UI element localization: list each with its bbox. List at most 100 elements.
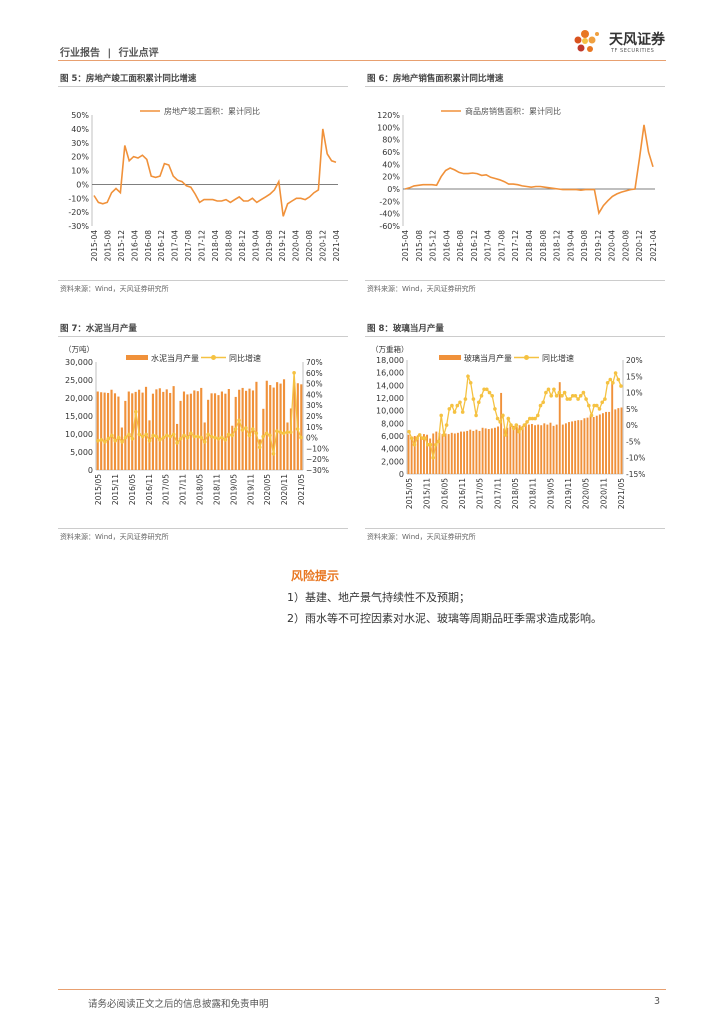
bar bbox=[196, 391, 199, 470]
growth-point bbox=[171, 432, 176, 437]
line-chart-xtick: 2017-12 bbox=[198, 230, 207, 262]
combo-chart-xtick: 2019/05 bbox=[546, 478, 555, 509]
bar bbox=[463, 431, 466, 474]
line-chart-xtick: 2015-08 bbox=[415, 230, 424, 262]
bar bbox=[179, 400, 182, 470]
combo-chart-xtick: 2020/05 bbox=[263, 474, 272, 505]
figure-8-source: 资料来源：Wind，天风证券研究所 bbox=[367, 533, 476, 541]
bar bbox=[407, 434, 410, 474]
line-chart-ytick: 20% bbox=[71, 153, 89, 162]
growth-point bbox=[213, 435, 217, 440]
growth-point bbox=[479, 394, 484, 398]
combo-chart-y2tick: 60% bbox=[306, 369, 323, 378]
growth-point bbox=[428, 442, 433, 447]
combo-chart-ytick: 6,000 bbox=[381, 432, 404, 441]
bar bbox=[583, 418, 586, 474]
legend-line-label: 同比增速 bbox=[229, 353, 261, 363]
legend-label: 房地产竣工面积：累计同比 bbox=[164, 106, 260, 116]
figure-6-source: 资料来源：Wind，天风证券研究所 bbox=[367, 285, 476, 293]
growth-point bbox=[120, 440, 124, 444]
growth-point bbox=[206, 432, 210, 437]
bar bbox=[453, 433, 456, 474]
growth-point bbox=[196, 434, 200, 439]
growth-point bbox=[237, 418, 241, 423]
growth-point bbox=[493, 407, 497, 411]
growth-point bbox=[130, 436, 135, 441]
figure-6-divider bbox=[365, 86, 665, 87]
bar bbox=[605, 411, 607, 474]
footer-divider bbox=[58, 989, 666, 990]
growth-point bbox=[137, 432, 142, 437]
line-chart-ytick: -10% bbox=[68, 194, 89, 203]
combo-chart-xtick: 2019/11 bbox=[246, 474, 255, 505]
bar bbox=[617, 408, 620, 474]
combo-chart-xtick: 2017/11 bbox=[179, 474, 188, 505]
unit-label: （万重箱） bbox=[371, 344, 409, 354]
company-logo: 天风证券 TF SECURITIES bbox=[571, 26, 671, 62]
line-chart-xtick: 2016-12 bbox=[470, 230, 479, 262]
bar bbox=[155, 389, 158, 470]
line-chart-xtick: 2017-04 bbox=[171, 230, 180, 262]
growth-point bbox=[161, 435, 166, 440]
growth-point bbox=[199, 435, 203, 440]
growth-point bbox=[592, 403, 596, 408]
bar bbox=[300, 384, 303, 470]
bar bbox=[255, 381, 258, 470]
line-chart-ytick: 40% bbox=[71, 125, 89, 134]
growth-point bbox=[536, 413, 540, 418]
combo-chart-ytick: 0 bbox=[399, 470, 404, 479]
line-chart-xtick: 2017-08 bbox=[184, 230, 193, 262]
combo-chart-ytick: 15,000 bbox=[65, 412, 93, 421]
line-chart-xtick: 2018-08 bbox=[224, 230, 233, 262]
bar bbox=[592, 417, 595, 474]
bar bbox=[478, 430, 481, 474]
bar bbox=[117, 396, 120, 470]
combo-chart-y2tick: -10% bbox=[626, 454, 645, 463]
growth-point bbox=[192, 434, 197, 439]
risk-item-1: 1）基建、地产景气持续性不及预期； bbox=[287, 591, 470, 604]
bar bbox=[589, 415, 592, 474]
figure-5-divider bbox=[58, 86, 348, 87]
growth-point bbox=[541, 400, 545, 405]
growth-point bbox=[168, 434, 173, 439]
bar bbox=[169, 392, 172, 470]
combo-chart-xtick: 2018/11 bbox=[212, 474, 221, 505]
logo-name-cn: 天风证券 bbox=[609, 32, 665, 48]
bar bbox=[245, 390, 248, 470]
combo-chart-ytick: 30,000 bbox=[65, 358, 93, 367]
bar bbox=[113, 393, 117, 470]
growth-point bbox=[538, 403, 543, 408]
bar bbox=[162, 391, 165, 470]
bar bbox=[120, 427, 123, 470]
bar bbox=[131, 393, 134, 470]
bar bbox=[500, 392, 503, 474]
bar bbox=[200, 387, 203, 470]
growth-point bbox=[275, 429, 279, 433]
growth-point bbox=[113, 439, 117, 443]
combo-chart-xtick: 2018/11 bbox=[529, 478, 538, 509]
growth-point bbox=[603, 397, 607, 401]
bar bbox=[444, 433, 447, 474]
growth-point bbox=[573, 394, 578, 398]
growth-point bbox=[463, 397, 468, 401]
line-chart-xtick: 2016-04 bbox=[130, 230, 139, 262]
combo-chart-ytick: 4,000 bbox=[381, 445, 404, 454]
bar bbox=[614, 409, 617, 474]
growth-point bbox=[434, 442, 438, 447]
bar bbox=[441, 434, 444, 474]
bar bbox=[193, 390, 196, 470]
bar bbox=[293, 382, 296, 470]
growth-point bbox=[611, 381, 615, 385]
growth-point bbox=[552, 387, 556, 392]
growth-point bbox=[519, 426, 524, 431]
bar bbox=[481, 427, 484, 474]
growth-point bbox=[407, 429, 411, 434]
bar bbox=[429, 438, 432, 474]
combo-chart-ytick: 12,000 bbox=[376, 394, 404, 403]
growth-point bbox=[278, 430, 283, 434]
growth-point bbox=[431, 455, 435, 460]
page-number: 3 bbox=[654, 996, 661, 1007]
bar bbox=[213, 393, 217, 470]
figure-8-title: 图 8：玻璃当月产量 bbox=[367, 324, 444, 334]
header-separator: | bbox=[107, 48, 112, 59]
